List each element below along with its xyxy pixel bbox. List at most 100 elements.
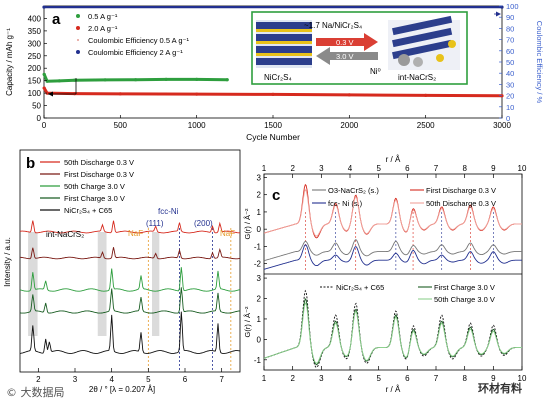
ytick-label-a-5: 250 xyxy=(28,52,42,61)
panel-c-letter: c xyxy=(272,187,280,204)
nicr2s4-structure-image xyxy=(256,20,312,68)
series-c-top-1 xyxy=(263,244,522,270)
series-c-top-0 xyxy=(263,239,522,262)
legend-label-3: Coulombic Efficiency 2 A g⁻¹ xyxy=(88,48,183,57)
legend-label-1: 2.0 A g⁻¹ xyxy=(88,24,118,33)
xtick-label-a-6: 3000 xyxy=(493,121,511,130)
xtick-label-c-bottom-4: 5 xyxy=(376,374,381,383)
xtick-label-c-top-4: 5 xyxy=(376,164,381,173)
point-a-0-8 xyxy=(225,78,229,82)
panel-a-inset: ~1.7 Na/NiCr₂S₄ 0.3 V 3.0 V NiCr₂S₄ Ni⁰ … xyxy=(251,11,468,85)
panel-b-hkl200: (200) xyxy=(194,219,213,228)
ytick-label-c-top-2: 0 xyxy=(257,225,262,234)
point-a-1-4 xyxy=(195,92,199,96)
xtick-label-a-0: 0 xyxy=(42,121,47,130)
shaded-band-b-1 xyxy=(97,232,107,336)
int-nacrs2-structure-image xyxy=(388,15,460,70)
legend-c-label-2: First Discharge 0.3 V xyxy=(426,186,496,195)
panel-b-ylabel: Intensity / a.u. xyxy=(3,237,12,287)
legend-b-label-3: First Charge 3.0 V xyxy=(64,194,125,203)
ytick-label-a-6: 300 xyxy=(28,39,42,48)
panel-c-bottom-legend: NiCr₂S₄ + C65 First Charge 3.0 V 50th Ch… xyxy=(320,283,495,304)
series-c-bottom-0 xyxy=(263,289,522,369)
legend-b-label-4: NiCr₂S₄ + C65 xyxy=(64,206,112,215)
ytick-label-a-1: 50 xyxy=(32,102,41,111)
inset-back-voltage: 3.0 V xyxy=(336,52,354,61)
ytick-label-c-top-4: 2 xyxy=(257,191,262,200)
xtick-label-c-bottom-3: 4 xyxy=(348,374,353,383)
ytick-label-c-bottom-4: 3 xyxy=(257,274,262,283)
xtick-label-c-top-6: 7 xyxy=(434,164,439,173)
point-a-0-4 xyxy=(103,78,107,82)
panel-a-letter: a xyxy=(52,11,61,28)
xtick-label-b-4: 6 xyxy=(183,375,188,384)
xtick-label-c-bottom-1: 2 xyxy=(290,374,295,383)
panel-b-naf-label-2: NaF xyxy=(220,229,235,238)
panel-b: b 50th Discharge 0.3 V First Discharge 0… xyxy=(3,149,241,394)
ytick-label-a-8: 400 xyxy=(28,14,42,23)
legend-marker-3 xyxy=(76,50,80,54)
inset-right-label: int-NaCrS₂ xyxy=(398,73,436,82)
point-a-0-2 xyxy=(57,79,61,83)
panel-b-fcc-label: fcc-Ni xyxy=(158,207,179,216)
ytick-label-c-bottom-1: 0 xyxy=(257,335,262,344)
inset-forward-voltage: 0.3 V xyxy=(336,38,354,47)
panel-b-legend: 50th Discharge 0.3 V First Discharge 0.3… xyxy=(40,158,134,215)
point-a-0-1 xyxy=(45,79,49,83)
point-a-0-0 xyxy=(42,72,46,76)
xtick-label-c-top-1: 2 xyxy=(290,164,295,173)
panel-c-xlabel-top: r / Å xyxy=(386,155,401,164)
xtick-label-a-1: 500 xyxy=(114,121,128,130)
point-a-1-5 xyxy=(271,92,275,96)
ytick-label-c-top-0: -2 xyxy=(254,260,262,269)
series-b-0 xyxy=(19,220,241,234)
legend-label-0: 0.5 A g⁻¹ xyxy=(88,12,118,21)
panel-b-naf-label-1: NaF xyxy=(128,229,143,238)
y2tick-label-a-4: 40 xyxy=(506,69,514,78)
panel-c: c O3-NaCrS₂ (s.) fcc- Ni (s.) First Disc… xyxy=(243,155,527,394)
point-a-1-7 xyxy=(424,93,428,97)
point-a-0-5 xyxy=(134,78,138,82)
xtick-label-a-5: 2500 xyxy=(417,121,435,130)
panel-c-ylabel-bottom: G(r) / Å⁻² xyxy=(243,306,252,338)
xtick-label-c-top-0: 1 xyxy=(262,164,267,173)
panel-c-axes: 1 1 2 2 3 3 4 4 5 5 6 6 7 7 8 8 9 9 10 10 -2 -1 0 1 2 3 -1 0 1 2 3 xyxy=(254,164,527,383)
legend-c-label-5: First Charge 3.0 V xyxy=(434,283,495,292)
series-c-bottom-2 xyxy=(263,302,522,364)
left-axis-arrow xyxy=(48,78,77,97)
point-a-3-0 xyxy=(42,5,46,9)
reaction-arrows xyxy=(316,33,378,65)
xtick-label-c-top-5: 6 xyxy=(405,164,410,173)
panel-b-xlabel: 2θ / ° [λ = 0.207 Å] xyxy=(89,385,155,394)
xtick-label-c-top-3: 4 xyxy=(348,164,353,173)
y2tick-label-a-7: 70 xyxy=(506,36,514,45)
xtick-label-c-top-8: 9 xyxy=(491,164,496,173)
ytick-label-a-4: 200 xyxy=(28,64,42,73)
ytick-label-c-bottom-3: 2 xyxy=(257,295,262,304)
y2tick-label-a-8: 80 xyxy=(506,24,514,33)
xtick-label-c-bottom-6: 7 xyxy=(434,374,439,383)
xtick-label-c-bottom-5: 6 xyxy=(405,374,410,383)
xtick-label-c-bottom-8: 9 xyxy=(491,374,496,383)
panel-c-ylabel-top: G(r) / Å⁻² xyxy=(243,208,252,240)
ytick-label-c-top-1: -1 xyxy=(254,242,262,251)
point-a-1-6 xyxy=(347,93,351,97)
series-c-top-3 xyxy=(263,189,522,237)
right-axis-arrow xyxy=(494,11,501,17)
series-b-1 xyxy=(20,247,241,260)
point-a-1-1 xyxy=(45,91,49,95)
legend-marker-1 xyxy=(76,26,80,30)
panel-b-axes: 2 3 4 5 6 7 xyxy=(36,368,224,384)
y2tick-label-a-3: 30 xyxy=(506,80,514,89)
y2tick-label-a-5: 50 xyxy=(506,58,514,67)
panel-b-int-label: int-NaCrS₂ xyxy=(46,230,84,239)
legend-c-label-0: O3-NaCrS₂ (s.) xyxy=(328,186,379,195)
xtick-label-c-top-7: 8 xyxy=(462,164,467,173)
xtick-label-b-0: 2 xyxy=(36,375,41,384)
series-b-3 xyxy=(19,287,241,314)
ytick-label-c-top-5: 3 xyxy=(257,173,262,182)
xtick-label-a-3: 1500 xyxy=(264,121,282,130)
xtick-label-b-1: 3 xyxy=(73,375,78,384)
xtick-label-c-bottom-0: 1 xyxy=(262,374,267,383)
panel-c-xlabel-bottom: r / Å xyxy=(386,385,401,394)
